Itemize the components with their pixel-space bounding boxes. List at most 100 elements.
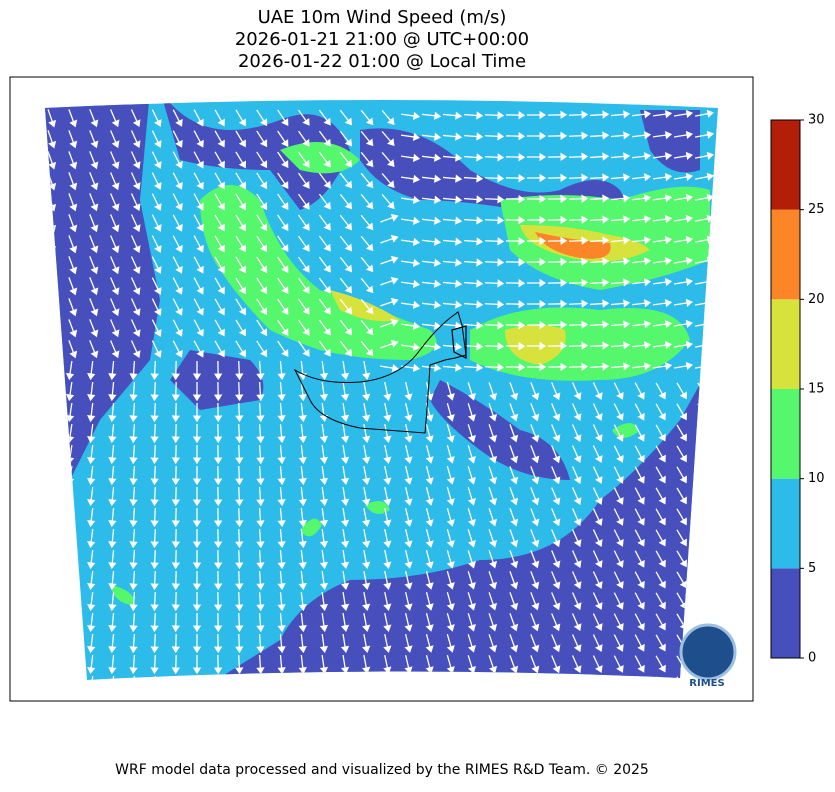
wind-arrow bbox=[235, 109, 246, 127]
wind-arrow bbox=[256, 298, 268, 316]
wind-arrow bbox=[319, 654, 329, 675]
wind-arrow bbox=[676, 508, 687, 526]
wind-arrow bbox=[673, 340, 694, 350]
wind-arrow bbox=[65, 507, 75, 528]
wind-arrow bbox=[150, 381, 159, 402]
wind-arrow bbox=[47, 235, 57, 254]
wind-arrow bbox=[340, 360, 350, 381]
wind-arrow bbox=[340, 675, 350, 680]
wind-arrow bbox=[697, 487, 709, 505]
wind-arrow bbox=[319, 486, 329, 507]
colorbar-tick-label: 5 bbox=[808, 561, 816, 576]
wind-arrow bbox=[592, 529, 603, 547]
wind-arrow bbox=[547, 341, 568, 351]
wind-arrow bbox=[130, 340, 141, 359]
wind-arrow bbox=[45, 633, 54, 654]
wind-arrow bbox=[509, 634, 519, 653]
wind-arrow bbox=[551, 571, 561, 590]
wind-arrow bbox=[551, 676, 561, 680]
wind-arrow bbox=[319, 612, 329, 633]
wind-arrow bbox=[213, 570, 223, 591]
wind-arrow bbox=[484, 321, 505, 330]
wind-arrow bbox=[505, 194, 526, 204]
wind-arrow bbox=[362, 507, 371, 528]
wind-arrow bbox=[467, 676, 476, 680]
wind-arrow bbox=[340, 507, 350, 528]
wind-arrow bbox=[425, 613, 434, 632]
wind-arrow bbox=[463, 363, 484, 372]
wind-arrow bbox=[442, 237, 463, 246]
wind-arrow bbox=[613, 382, 624, 400]
wind-arrow bbox=[655, 592, 666, 610]
wind-arrow bbox=[298, 214, 310, 231]
wind-arrow bbox=[381, 110, 395, 126]
wind-arrow bbox=[213, 444, 223, 465]
wind-arrow bbox=[547, 131, 568, 141]
colorbar-tick-label: 20 bbox=[808, 292, 825, 307]
wind-arrow bbox=[652, 298, 673, 308]
wind-arrow bbox=[45, 675, 54, 680]
wind-arrow bbox=[484, 216, 505, 225]
wind-arrow bbox=[631, 278, 652, 287]
wind-arrow bbox=[235, 130, 246, 148]
wind-arrow bbox=[340, 591, 350, 612]
wind-arrow bbox=[383, 423, 392, 443]
wind-arrow bbox=[339, 151, 353, 168]
wind-arrow bbox=[404, 655, 413, 674]
speed-region bbox=[330, 290, 400, 322]
wind-arrow bbox=[298, 319, 310, 336]
wind-arrow bbox=[110, 256, 120, 275]
wind-arrow bbox=[505, 320, 526, 330]
wind-arrow bbox=[108, 402, 117, 423]
wind-arrow bbox=[298, 423, 307, 444]
wind-arrow bbox=[571, 550, 582, 569]
wind-arrow bbox=[631, 152, 652, 161]
wind-arrow bbox=[488, 382, 498, 401]
wind-arrow bbox=[613, 529, 624, 547]
wind-arrow bbox=[488, 634, 498, 653]
wind-arrow bbox=[592, 676, 603, 680]
wind-arrow bbox=[634, 613, 645, 631]
wind-arrow bbox=[47, 109, 57, 128]
wind-arrow bbox=[421, 321, 442, 330]
wind-arrow bbox=[192, 570, 202, 591]
wind-arrow bbox=[463, 216, 484, 225]
wind-arrow bbox=[505, 341, 526, 351]
wind-arrow bbox=[193, 319, 204, 337]
wind-arrow bbox=[571, 487, 582, 506]
wind-arrow bbox=[129, 423, 138, 444]
wind-arrow bbox=[193, 256, 204, 274]
wind-arrow bbox=[484, 153, 505, 162]
wind-arrow bbox=[400, 279, 421, 289]
wind-arrow bbox=[235, 423, 244, 444]
wind-arrow bbox=[47, 340, 57, 359]
wind-arrow bbox=[214, 193, 225, 211]
wind-arrow bbox=[467, 445, 476, 464]
wind-arrow bbox=[463, 153, 484, 162]
wind-arrow bbox=[171, 486, 180, 507]
wind-arrow bbox=[151, 130, 162, 148]
wind-arrow bbox=[256, 549, 265, 570]
wind-arrow bbox=[613, 403, 624, 421]
wind-arrow bbox=[129, 570, 138, 591]
wind-arrow bbox=[235, 235, 246, 253]
wind-arrow bbox=[589, 110, 610, 119]
wind-arrow bbox=[110, 151, 120, 170]
wind-arrow bbox=[694, 109, 714, 118]
wind-arrow bbox=[192, 465, 202, 486]
wind-arrow bbox=[171, 633, 180, 654]
wind-arrow bbox=[150, 549, 159, 570]
wind-arrow bbox=[547, 110, 568, 120]
wind-field bbox=[45, 100, 718, 680]
wind-arrow bbox=[673, 256, 694, 266]
wind-arrow bbox=[463, 279, 484, 288]
wind-arrow bbox=[697, 403, 709, 421]
wind-arrow bbox=[235, 298, 246, 316]
wind-arrow bbox=[340, 612, 350, 633]
wind-arrow bbox=[547, 278, 568, 288]
wind-arrow bbox=[298, 402, 307, 423]
wind-arrow bbox=[110, 214, 120, 233]
wind-arrow bbox=[193, 172, 204, 190]
wind-arrow bbox=[421, 279, 442, 288]
